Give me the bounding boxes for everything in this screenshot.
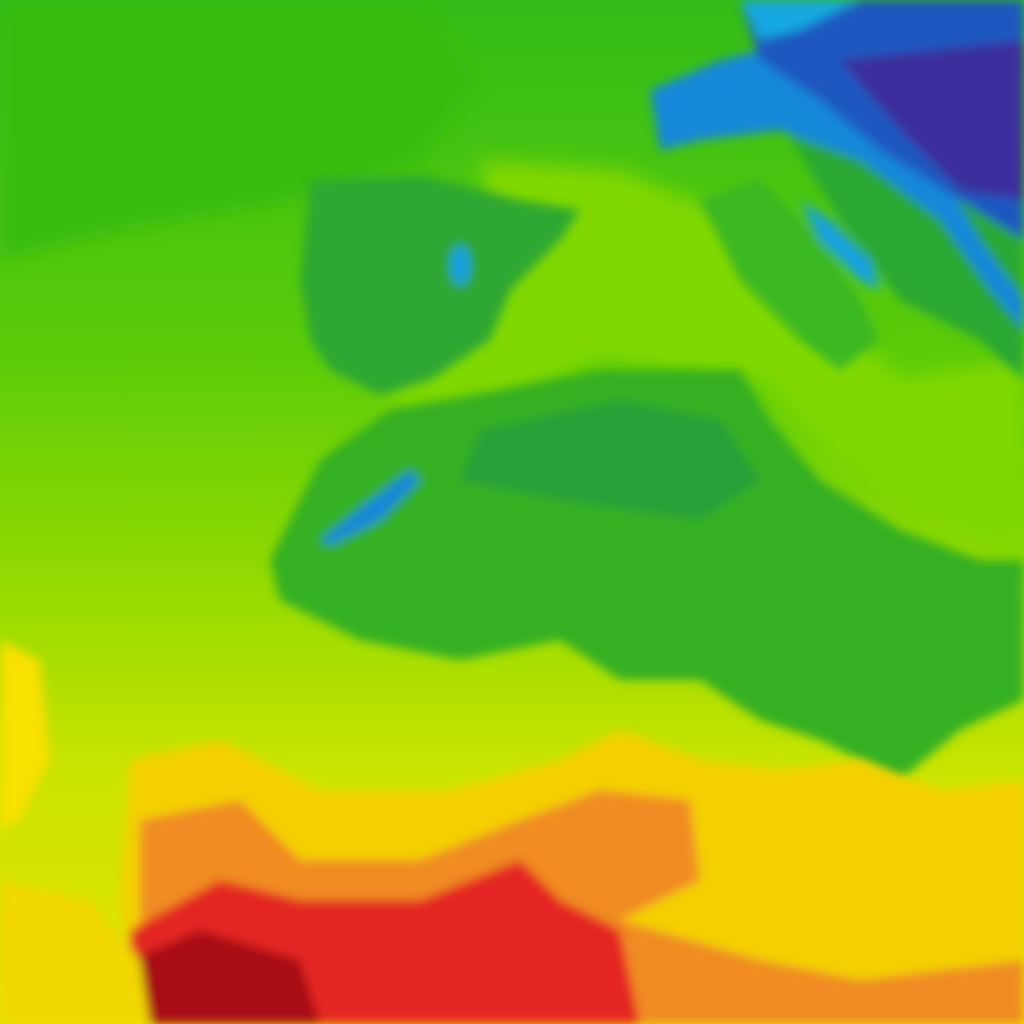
atlas-ridge [320, 470, 420, 545]
sahara-hot-region [0, 640, 1024, 1024]
iberia-region [300, 175, 580, 395]
italy-region [700, 180, 880, 370]
alps-region [650, 40, 1024, 330]
balkans-region [780, 120, 1024, 380]
land-regions [270, 0, 1024, 780]
north-africa-region [270, 370, 1024, 780]
sea-regions [0, 0, 1024, 560]
